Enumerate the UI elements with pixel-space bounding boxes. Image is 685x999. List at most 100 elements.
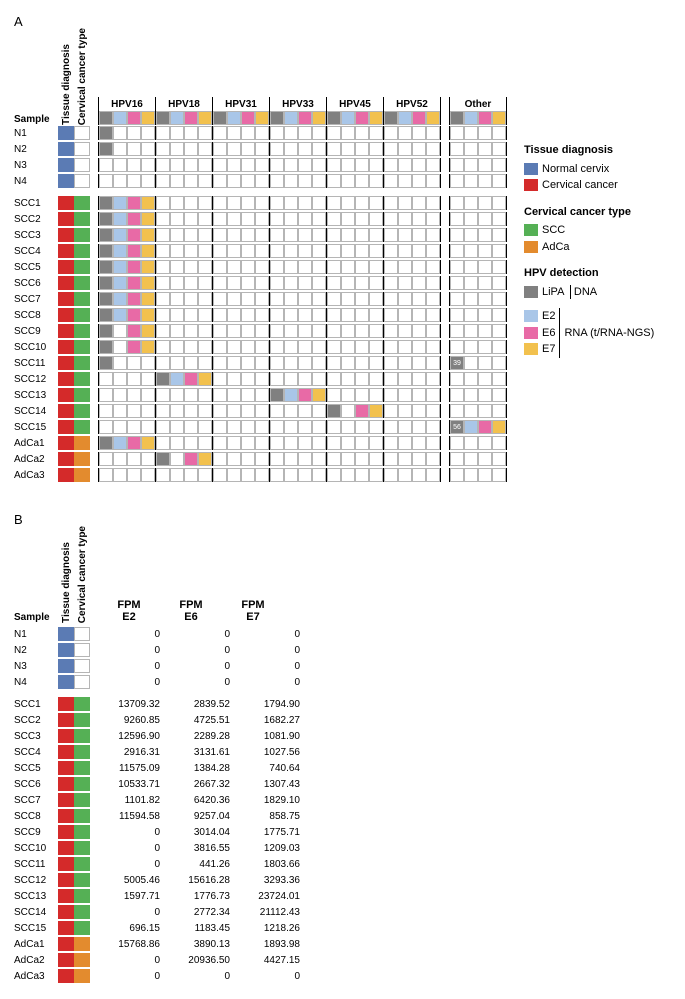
sample-id: SCC5 <box>14 763 58 774</box>
heatmap-cell <box>450 468 464 482</box>
heatmap-cell <box>492 388 506 402</box>
heatmap-cell <box>141 452 155 466</box>
fpm-value: 0 <box>98 955 168 966</box>
heatmap-cell <box>426 340 440 354</box>
ctype-cell <box>74 228 90 242</box>
heatmap-cell <box>170 340 184 354</box>
heatmap-cell <box>184 276 198 290</box>
heatmap-cell <box>270 244 284 258</box>
heatmap-cell <box>369 388 383 402</box>
heatmap-cell <box>492 276 506 290</box>
heatmap-cell <box>227 308 241 322</box>
heatmap-cell <box>270 388 284 402</box>
heatmap-cell <box>492 340 506 354</box>
heatmap-cell <box>99 420 113 434</box>
sample-id: N3 <box>14 160 58 171</box>
heatmap-cell <box>464 196 478 210</box>
heatmap-cell <box>170 126 184 140</box>
header-cell <box>426 111 440 125</box>
heatmap-cell <box>450 244 464 258</box>
heatmap-cell <box>227 126 241 140</box>
heatmap-cell <box>355 260 369 274</box>
ctype-cell <box>74 356 90 370</box>
heatmap-cell <box>99 292 113 306</box>
heatmap-cell <box>412 126 426 140</box>
heatmap-cell <box>492 324 506 338</box>
fpm-value: 1384.28 <box>168 763 238 774</box>
heatmap-cell <box>412 308 426 322</box>
heatmap-cell <box>464 126 478 140</box>
heatmap-cell <box>127 142 141 156</box>
heatmap-cell <box>369 340 383 354</box>
panel-b-label: B <box>14 512 671 527</box>
heatmap-cell <box>184 436 198 450</box>
heatmap-cell <box>341 126 355 140</box>
heatmap-cell <box>113 276 127 290</box>
heatmap-cell <box>327 142 341 156</box>
heatmap-cell <box>213 436 227 450</box>
heatmap-cell <box>255 436 269 450</box>
heatmap-cell <box>298 388 312 402</box>
heatmap-cell <box>412 228 426 242</box>
fpm-value: 0 <box>238 629 308 640</box>
fpm-value: 10533.71 <box>98 779 168 790</box>
heatmap-cell <box>127 388 141 402</box>
legend-item: LiPA DNA <box>524 284 654 301</box>
heatmap-cell <box>492 468 506 482</box>
ctype-cell <box>74 889 90 903</box>
fpm-value: 1101.82 <box>98 795 168 806</box>
heatmap-cell <box>227 388 241 402</box>
heatmap-cell <box>492 126 506 140</box>
heatmap-cell <box>213 420 227 434</box>
heatmap-cell <box>341 324 355 338</box>
sample-id: SCC8 <box>14 811 58 822</box>
sample-id: SCC4 <box>14 747 58 758</box>
heatmap-cell <box>270 276 284 290</box>
heatmap-cell <box>412 404 426 418</box>
heatmap-cell <box>426 324 440 338</box>
ctype-cell <box>74 857 90 871</box>
heatmap-cell <box>113 142 127 156</box>
header-cell <box>464 111 478 125</box>
header-cell <box>341 111 355 125</box>
header-cell <box>492 111 506 125</box>
sample-id: SCC9 <box>14 326 58 337</box>
fpm-value: 2667.32 <box>168 779 238 790</box>
header-cell <box>255 111 269 125</box>
sample-id: SCC13 <box>14 390 58 401</box>
ctype-cell <box>74 761 90 775</box>
legend-label: SCC <box>542 224 565 236</box>
heatmap-cell <box>426 404 440 418</box>
fpm-value: 0 <box>168 971 238 982</box>
heatmap-cell <box>464 174 478 188</box>
heatmap-cell <box>492 372 506 386</box>
sample-id: N3 <box>14 661 58 672</box>
heatmap-cell <box>341 372 355 386</box>
ctype-cell <box>74 969 90 983</box>
heatmap-cell <box>113 324 127 338</box>
tissue-cell <box>58 809 74 823</box>
sample-row: SCC12 <box>14 372 671 386</box>
heatmap-cell <box>213 212 227 226</box>
fpm-value: 11594.58 <box>98 811 168 822</box>
fpm-value: 0 <box>98 907 168 918</box>
heatmap-cell <box>412 356 426 370</box>
ctype-cell <box>74 643 90 657</box>
heatmap-cell <box>312 196 326 210</box>
tissue-cell <box>58 777 74 791</box>
heatmap-cell <box>141 468 155 482</box>
heatmap-cell <box>312 292 326 306</box>
heatmap-cell <box>255 308 269 322</box>
heatmap-cell <box>384 174 398 188</box>
heatmap-cell <box>426 452 440 466</box>
tissue-cell <box>58 921 74 935</box>
heatmap-cell <box>227 260 241 274</box>
sample-id: SCC11 <box>14 358 58 369</box>
heatmap-cell <box>327 372 341 386</box>
heatmap-cell <box>369 420 383 434</box>
tissue-cell <box>58 937 74 951</box>
fpm-value: 0 <box>238 661 308 672</box>
table-row: SCC1003816.551209.03 <box>14 841 671 855</box>
legend-item: E2 <box>524 308 555 325</box>
heatmap-cell <box>384 340 398 354</box>
